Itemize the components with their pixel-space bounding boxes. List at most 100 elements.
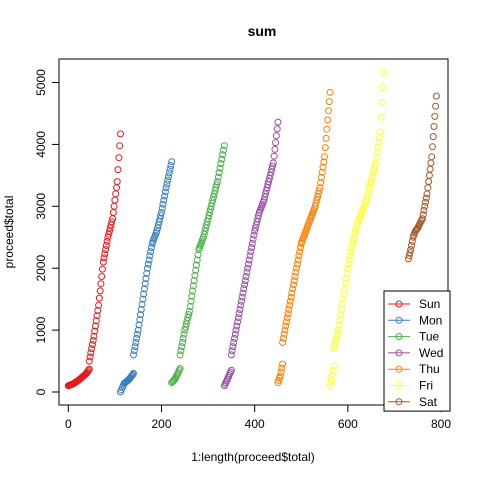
point-wed-1-32: [252, 221, 260, 229]
point-thu-0-3: [276, 372, 284, 380]
point-wed-1-8: [234, 318, 242, 326]
point-wed-1-20: [243, 268, 251, 276]
series-wed: [220, 118, 282, 390]
point-sun-1-33: [111, 196, 119, 204]
legend-label: Wed: [419, 346, 443, 360]
point-thu-1-23: [297, 244, 304, 252]
point-tue-1-0: [176, 351, 184, 359]
point-wed-1-51: [267, 168, 275, 176]
point-fri-1-7: [335, 321, 343, 329]
point-sun-1-27: [106, 224, 114, 232]
point-tue-1-34: [203, 221, 210, 229]
point-sun-1-19: [100, 254, 108, 262]
point-mon-1-6: [134, 326, 142, 334]
point-fri-1-6: [335, 326, 342, 334]
point-sun-1-14: [96, 287, 104, 295]
point-sat-0-32: [429, 133, 437, 141]
point-mon-0-15: [129, 371, 137, 378]
point-wed-1-27: [248, 240, 256, 247]
point-thu-1-60: [325, 98, 333, 106]
point-fri-1-26: [350, 233, 358, 241]
point-fri-1-28: [352, 227, 360, 235]
point-wed-1-23: [245, 256, 253, 264]
point-fri-1-44: [364, 190, 372, 198]
point-mon-1-4: [133, 334, 141, 342]
point-tue-1-6: [181, 326, 189, 334]
point-sat-0-0: [404, 255, 412, 263]
point-sun-1-9: [92, 317, 100, 325]
point-wed-1-21: [244, 264, 252, 272]
point-sat-0-29: [427, 159, 435, 167]
point-thu-1-46: [314, 190, 322, 198]
point-mon-1-34: [156, 215, 164, 223]
x-tick-label-600: 600: [338, 417, 358, 431]
point-wed-1-13: [238, 297, 245, 305]
point-wed-1-11: [236, 306, 244, 313]
point-thu-1-54: [321, 153, 328, 161]
point-thu-1-6: [283, 314, 291, 322]
y-tick-label-3000: 3000: [34, 193, 48, 220]
point-wed-1-10: [235, 310, 243, 318]
series-tue: [168, 142, 228, 387]
point-fri-1-45: [365, 187, 373, 195]
point-sun-1-11: [94, 307, 102, 314]
point-wed-1-22: [245, 260, 252, 268]
point-tue-1-31: [200, 230, 208, 238]
legend: Sun Mon Tue Wed Thu Fri Sat: [383, 290, 451, 412]
point-sun-1-7: [91, 327, 99, 335]
point-thu-1-55: [321, 144, 329, 152]
point-wed-1-60: [274, 118, 282, 126]
y-tick-label-5000: 5000: [34, 69, 48, 96]
point-mon-1-46: [165, 169, 173, 177]
point-fri-1-50: [369, 171, 377, 179]
point-mon-1-32: [154, 221, 162, 229]
point-tue-1-38: [206, 209, 214, 216]
point-thu-1-13: [289, 285, 297, 293]
point-sun-1-15: [97, 280, 105, 288]
point-fri-0-5: [330, 362, 338, 370]
series-fri: [326, 69, 388, 390]
point-fri-1-51: [370, 168, 377, 176]
point-tue-1-37: [205, 212, 213, 220]
x-tick-label-800: 800: [431, 417, 451, 431]
point-wed-1-33: [253, 218, 261, 226]
point-thu-1-16: [291, 273, 299, 280]
point-sat-0-26: [425, 178, 433, 186]
point-wed-1-15: [239, 289, 247, 297]
point-sun-0-26: [85, 366, 92, 374]
point-mon-1-23: [147, 244, 155, 252]
point-wed-1-14: [238, 293, 246, 301]
point-sun-1-18: [99, 258, 107, 266]
point-fri-1-63: [379, 84, 387, 92]
point-wed-1-45: [262, 187, 270, 195]
legend-item-mon: Mon: [388, 313, 442, 327]
point-wed-1-31: [251, 224, 259, 232]
point-sat-0-31: [429, 143, 436, 151]
point-wed-1-6: [232, 326, 240, 334]
series-sun: [64, 130, 124, 390]
point-tue-1-53: [218, 155, 226, 163]
point-wed-1-56: [271, 145, 279, 153]
point-thu-1-17: [292, 268, 300, 276]
point-thu-1-18: [293, 264, 301, 272]
point-thu-1-50: [317, 173, 325, 181]
point-tue-1-11: [185, 311, 193, 319]
point-wed-1-24: [246, 252, 254, 260]
point-tue-1-14: [187, 297, 195, 305]
point-sat-0-2: [406, 249, 414, 257]
point-thu-1-58: [324, 116, 332, 124]
point-fri-1-3: [332, 335, 340, 343]
point-fri-1-42: [363, 196, 370, 204]
legend-item-sun: Sun: [388, 297, 440, 311]
point-tue-1-43: [210, 193, 217, 201]
point-thu-1-56: [322, 134, 330, 142]
point-tue-1-12: [185, 308, 193, 315]
point-thu-0-6: [279, 360, 287, 368]
point-fri-1-53: [371, 162, 379, 170]
x-tick-label-0: 0: [65, 417, 72, 431]
point-sat-0-23: [422, 194, 430, 202]
point-thu-1-22: [296, 248, 304, 256]
point-sat-0-18: [418, 215, 426, 223]
point-wed-1-17: [241, 281, 249, 289]
point-sun-1-2: [87, 349, 95, 357]
